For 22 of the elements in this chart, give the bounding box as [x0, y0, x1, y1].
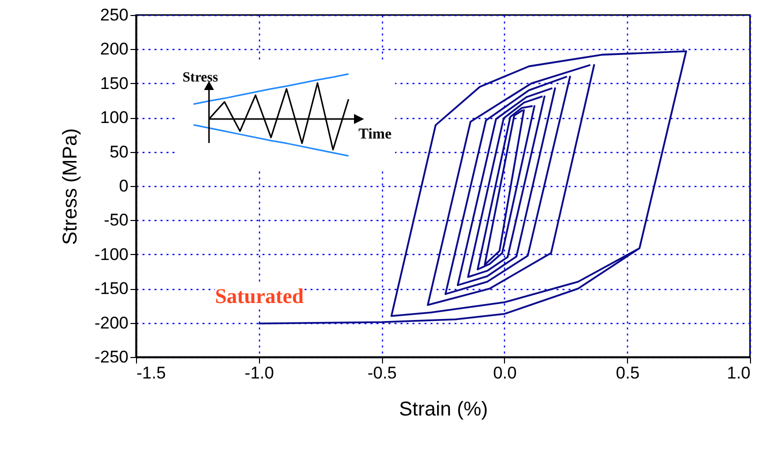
x-axis-title: Strain (%) — [399, 398, 488, 420]
x-axis-title: Time — [358, 126, 392, 142]
y-tick-label: 100 — [100, 108, 128, 128]
x-tick-label: 1.0 — [726, 364, 750, 382]
x-tick-label: -1.5 — [136, 364, 166, 382]
y-tick-label: 50 — [110, 142, 128, 162]
y-tick-label: -100 — [94, 244, 128, 264]
x-tick-label: -1.0 — [244, 364, 274, 382]
y-axis-title: Stress (MPa) — [59, 128, 82, 245]
y-tick-label: 150 — [100, 74, 128, 93]
annotation: Saturated — [215, 284, 304, 309]
y-tick-label: -50 — [104, 210, 128, 230]
y-tick-label: 250 — [100, 6, 128, 24]
y-tick-label: -150 — [94, 279, 128, 298]
y-axis-title: Stress — [182, 70, 219, 86]
y-tick-label: -200 — [94, 313, 128, 332]
y-tick-label: 200 — [100, 40, 128, 59]
y-tick-label: 0 — [119, 176, 128, 196]
y-tick-label: -250 — [94, 348, 128, 366]
x-tick-label: 0.5 — [616, 364, 640, 382]
x-tick-label: 0.0 — [493, 364, 517, 382]
x-tick-label: -0.5 — [367, 364, 397, 382]
